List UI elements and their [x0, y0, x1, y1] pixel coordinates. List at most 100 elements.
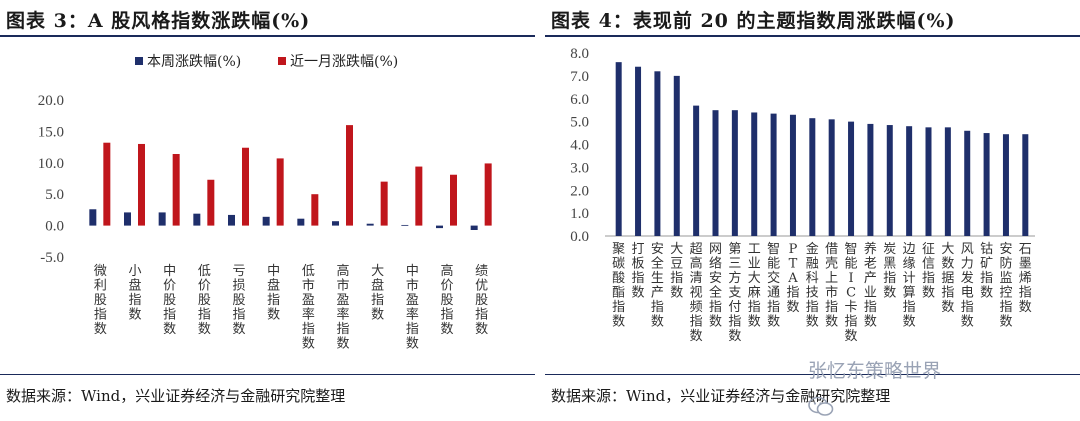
category-label: 低市盈率指数 [302, 264, 315, 352]
title-rule [545, 35, 1080, 37]
category-label: 高价股指数 [440, 263, 453, 337]
y-tick-label: 0.0 [570, 229, 589, 245]
category-label: P T A 指数 [786, 242, 799, 315]
bar [770, 113, 777, 236]
category-label: 低价股指数 [198, 264, 211, 337]
category-label: 网络安全指数 [709, 242, 722, 330]
bar [242, 147, 249, 226]
legend-swatch [135, 57, 143, 65]
legend-label: 近一月涨跌幅(%) [290, 54, 398, 70]
legend-swatch [278, 57, 286, 65]
bar [262, 216, 270, 226]
bar [193, 213, 201, 226]
category-label: 边缘计算指数 [903, 242, 916, 330]
bar [654, 71, 661, 236]
bar [828, 119, 835, 236]
bar [712, 110, 719, 236]
category-label: 小盘指数 [128, 264, 141, 323]
y-tick-label: 10.0 [38, 156, 64, 172]
y-tick-label: 15.0 [38, 124, 64, 140]
bar [103, 142, 111, 226]
bar [964, 130, 971, 236]
category-label: 大盘指数 [371, 264, 384, 323]
category-label: 中市盈率指数 [406, 264, 419, 352]
figure-3-source: 数据来源：Wind，兴业证券经济与金融研究院整理 [6, 387, 346, 405]
bar [138, 143, 145, 226]
category-label: 金融科技指数 [806, 241, 819, 330]
category-label: 中价股指数 [163, 264, 176, 337]
category-label: 安全生产指数 [651, 242, 664, 330]
category-label: 绩优股指数 [475, 264, 488, 337]
category-label: 中盘指数 [267, 264, 280, 323]
figure-4-source: 数据来源：Wind，兴业证券经济与金融研究院整理 [551, 387, 891, 405]
bar [297, 218, 305, 226]
category-label: 第三方支付指数 [728, 242, 741, 344]
bar [635, 66, 642, 236]
category-label: 智能交通指数 [767, 242, 780, 330]
bar [1022, 134, 1029, 236]
bar [228, 214, 235, 226]
category-label: 借壳上市指数 [825, 242, 838, 330]
bar [693, 105, 700, 236]
bar [450, 174, 457, 226]
category-label: 养老产业指数 [864, 241, 877, 330]
bar [1002, 134, 1009, 236]
category-label: 亏损股指数 [232, 264, 245, 337]
wechat-icon [808, 396, 834, 416]
category-label: 钴矿指数 [980, 242, 993, 301]
bar [731, 110, 738, 236]
figure-4-title: 图表 4：表现前 20 的主题指数周涨跌幅(%) [551, 10, 956, 32]
bar [983, 133, 990, 236]
category-label: 安防监控指数 [999, 242, 1012, 330]
y-tick-label: 5.0 [570, 115, 589, 131]
category-label: 大豆指数 [670, 242, 683, 301]
bar [886, 125, 893, 236]
bar [615, 62, 622, 237]
category-label: 打板指数 [632, 242, 645, 301]
y-tick-label: 1.0 [570, 206, 589, 222]
figure-3-panel: 图表 3：A 股风格指数涨跌幅(%) -5.0 0.0 5.0 10.0 15.0 20.… [0, 0, 535, 421]
y-tick-label: 4.0 [570, 138, 589, 154]
y-tick-label: 0.0 [45, 219, 64, 235]
watermark-text: 张忆东策略世界 [808, 360, 942, 382]
category-label: 征信指数 [922, 242, 935, 301]
y-tick-label: 2.0 [570, 183, 589, 199]
bar [809, 118, 816, 236]
bar [89, 209, 97, 226]
bar [366, 223, 374, 226]
figure-4-panel: 图表 4：表现前 20 的主题指数周涨跌幅(%) 0.0 1.0 2.0 3.0 4.0… [545, 0, 1080, 421]
category-label: 高市盈率指数 [336, 263, 349, 352]
bar [673, 75, 680, 236]
y-tick-label: 20.0 [38, 93, 64, 109]
bar [751, 112, 758, 236]
bar [484, 163, 492, 226]
category-label: 大数据指数 [941, 242, 954, 315]
source-rule [545, 374, 1080, 375]
y-tick-label: -5.0 [40, 250, 64, 266]
category-label: 风力发电指数 [961, 242, 974, 330]
theme-index-chart: 0.0 1.0 2.0 3.0 4.0 5.0 6.0 7.0 8.0 聚碳酸酯指数打板指数安全生… [570, 46, 1035, 344]
bar [789, 114, 796, 236]
bar [276, 158, 284, 226]
category-label: 智能 I C 卡指数 [845, 242, 858, 344]
bar [346, 125, 353, 226]
bar [172, 154, 180, 226]
title-rule [0, 35, 535, 37]
bar [207, 179, 215, 226]
bar [944, 127, 951, 236]
category-label: 炭黑指数 [883, 242, 896, 301]
bar [311, 194, 319, 226]
bar [848, 121, 855, 236]
bar [380, 181, 388, 226]
category-label: 石墨烯指数 [1019, 242, 1032, 315]
category-label: 工业大麻指数 [748, 242, 761, 330]
bar [401, 224, 409, 226]
source-rule [0, 374, 535, 375]
bar [124, 212, 131, 226]
style-index-chart: -5.0 0.0 5.0 10.0 15.0 20.0 本周涨跌幅(%) 近一月涨跌幅(%) 微… [38, 54, 492, 352]
category-label: 微利股指数 [94, 264, 107, 337]
bar [436, 225, 443, 229]
bar [158, 212, 166, 226]
category-label: 超高清视频指数 [690, 242, 703, 344]
bar [906, 126, 913, 236]
